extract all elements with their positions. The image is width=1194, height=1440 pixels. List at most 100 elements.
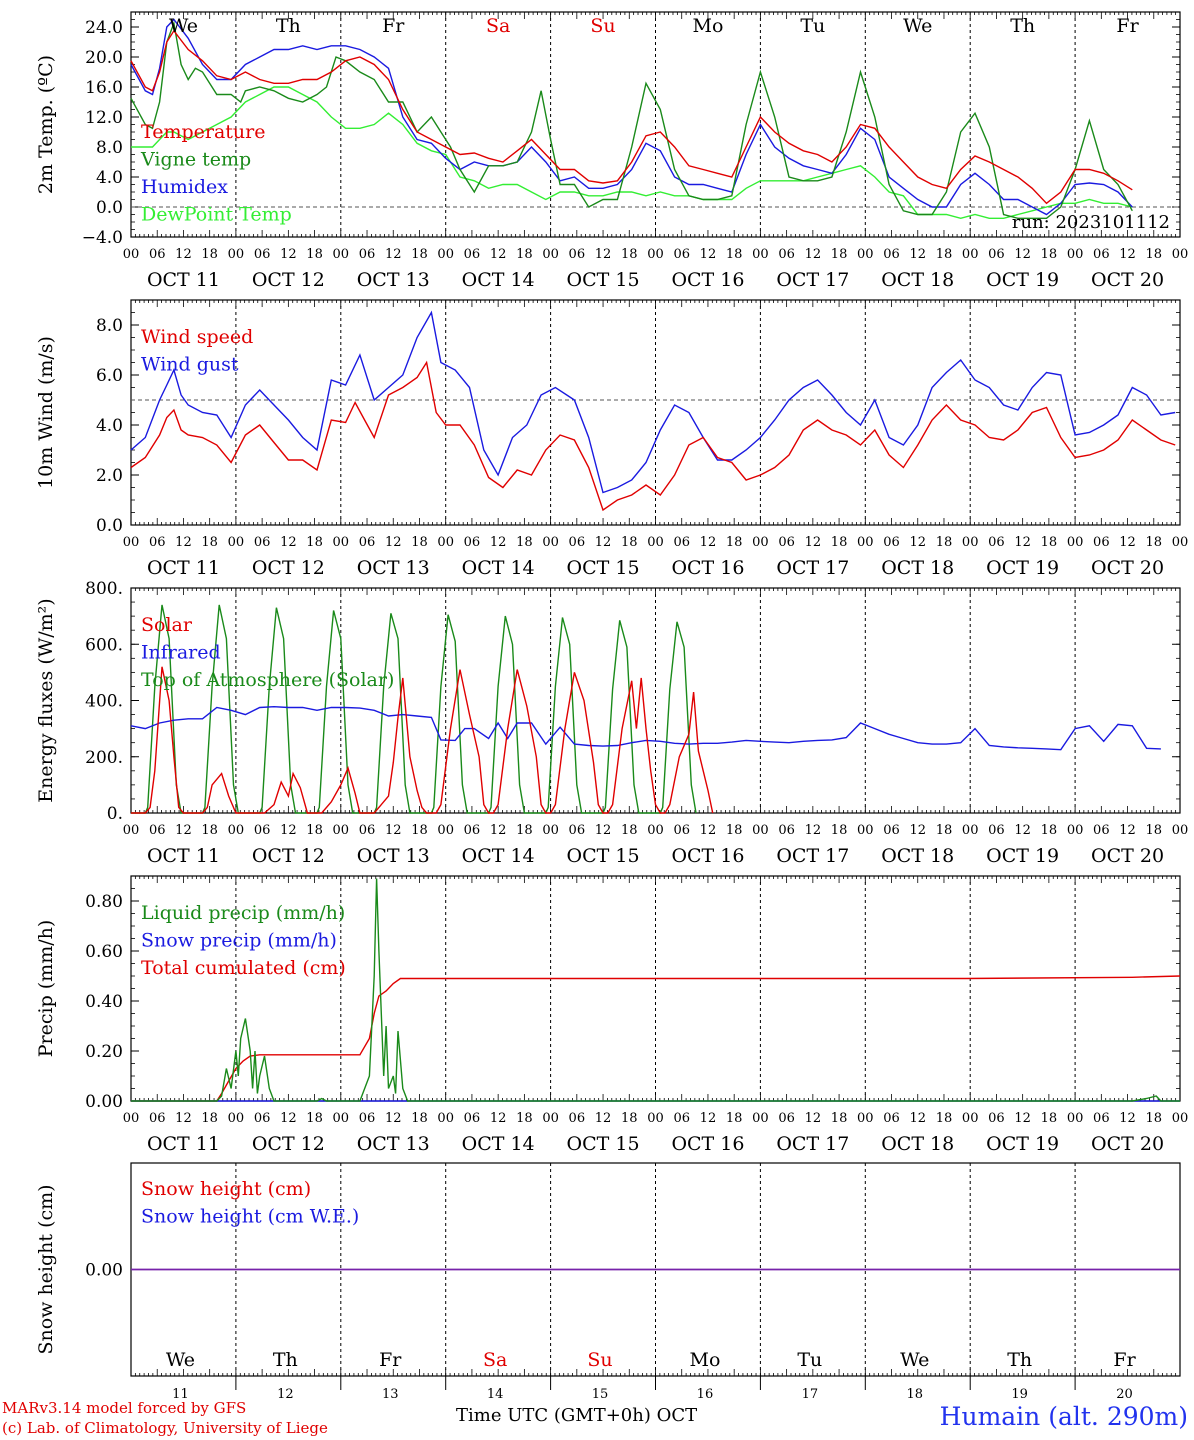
hour-tick-label: 00 [857,247,874,262]
hour-tick-label: 18 [1146,1111,1163,1126]
panel-frame-3 [130,587,1181,814]
y-tick-label: 20.0 [85,48,123,68]
date-label: OCT 13 [357,1133,430,1155]
y-tick-label: 400. [85,692,123,712]
series-line-wind-speed [130,360,1176,512]
hour-tick-label: 18 [831,535,848,550]
hour-tick-label: 06 [778,535,795,550]
hour-tick-label: 18 [411,535,428,550]
date-label: OCT 15 [567,557,640,579]
hour-tick-label: 12 [700,247,717,262]
date-label: OCT 19 [986,1133,1059,1155]
hour-tick-label: 12 [1014,535,1031,550]
hour-tick-label: 18 [1041,1111,1058,1126]
hour-tick-label: 06 [149,247,166,262]
hour-tick-label: 06 [569,823,586,838]
date-label: OCT 11 [147,845,220,867]
series-line-total-cumulated-cm- [131,975,1181,1102]
weekday-label: Th [273,1349,298,1371]
hour-tick-label: 12 [280,247,297,262]
y-tick-label: 800. [85,579,123,599]
hour-tick-label: 00 [752,247,769,262]
date-label: OCT 11 [147,557,220,579]
hour-tick-label: 18 [1146,247,1163,262]
hour-tick-label: 12 [490,535,507,550]
hour-tick-label: 12 [1014,1111,1031,1126]
hour-tick-label: 12 [805,1111,822,1126]
hour-tick-label: 18 [621,247,638,262]
y-tick-label: 4.0 [96,168,123,188]
y-axis-title: Snow height (cm) [35,1184,57,1354]
hour-tick-label: 06 [1093,823,1110,838]
hour-tick-label: 18 [306,247,323,262]
hour-tick-label: 00 [123,823,140,838]
hour-tick-label: 18 [411,247,428,262]
hour-tick-label: 12 [1119,535,1136,550]
hour-tick-label: 18 [411,823,428,838]
hour-tick-label: 00 [857,535,874,550]
hour-tick-label: 12 [1119,823,1136,838]
date-label: OCT 12 [252,845,325,867]
y-tick-label: 0. [107,804,123,824]
hour-tick-label: 06 [359,247,376,262]
lab-credit: (c) Lab. of Climatology, University of L… [2,1419,328,1437]
weekday-label: Tu [800,15,825,37]
legend-entry: Temperature [141,121,265,143]
hour-tick-label: 06 [149,1111,166,1126]
hour-tick-label: 00 [1172,247,1189,262]
hour-tick-label: 06 [883,247,900,262]
hour-tick-label: 00 [1067,535,1084,550]
hour-tick-label: 06 [673,823,690,838]
date-label: OCT 12 [252,269,325,291]
hour-tick-label: 00 [752,535,769,550]
hour-tick-label: 12 [175,535,192,550]
weekday-label: We [166,1349,195,1371]
hour-tick-label: 06 [254,823,271,838]
hour-tick-label: 18 [306,823,323,838]
hour-tick-label: 06 [254,535,271,550]
hour-tick-label: 12 [1014,247,1031,262]
date-label: OCT 20 [1091,845,1164,867]
hour-tick-label: 12 [700,535,717,550]
hour-tick-label: 12 [385,247,402,262]
date-label: OCT 15 [567,269,640,291]
weekday-label: We [169,15,198,37]
y-tick-label: 0.60 [85,942,123,962]
hour-tick-label: 00 [962,247,979,262]
date-label: OCT 16 [671,845,744,867]
hour-tick-label: 06 [254,1111,271,1126]
hour-tick-label: 00 [857,823,874,838]
hour-tick-label: 06 [149,535,166,550]
day-number: 18 [906,1387,923,1402]
hour-tick-label: 06 [988,823,1005,838]
hour-tick-label: 18 [516,247,533,262]
hour-tick-label: 06 [569,1111,586,1126]
hour-tick-label: 12 [909,823,926,838]
hour-tick-label: 12 [700,823,717,838]
y-tick-label: 0.0 [96,516,123,536]
hour-tick-label: 00 [1067,247,1084,262]
hour-tick-label: 18 [201,247,218,262]
date-label: OCT 20 [1091,1133,1164,1155]
hour-tick-label: 12 [385,535,402,550]
y-tick-label: 600. [85,635,123,655]
hour-tick-label: 18 [1041,823,1058,838]
hour-tick-label: 00 [1172,823,1189,838]
date-label: OCT 18 [881,269,954,291]
hour-tick-label: 00 [228,1111,245,1126]
date-label: OCT 19 [986,557,1059,579]
date-label: OCT 19 [986,845,1059,867]
date-label: OCT 13 [357,269,430,291]
y-axis-title: 2m Temp. (ºC) [35,55,57,194]
date-label: OCT 20 [1091,269,1164,291]
date-label: OCT 12 [252,1133,325,1155]
weekday-label: Mo [692,15,723,37]
hour-tick-label: 00 [437,823,454,838]
day-number: 19 [1011,1387,1028,1402]
hour-tick-label: 18 [831,247,848,262]
hour-tick-label: 12 [490,247,507,262]
date-label: OCT 17 [776,845,849,867]
legend-entry: Snow height (cm) [141,1178,311,1200]
hour-tick-label: 18 [936,823,953,838]
